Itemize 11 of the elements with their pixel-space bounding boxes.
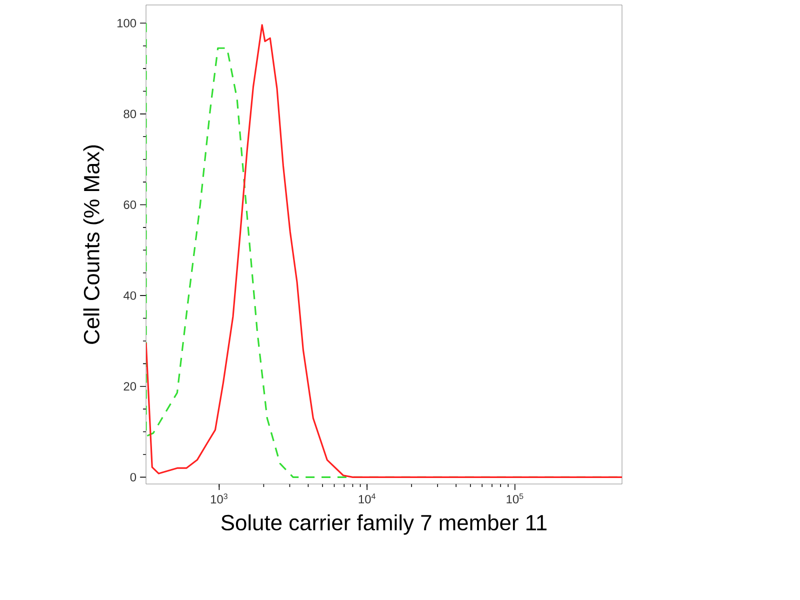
y-tick-label: 0: [130, 472, 136, 482]
x-tick-label: 10$^{3}$: [210, 493, 228, 504]
y-tick-label: 100: [117, 18, 136, 28]
x-tick-label: 10$^{4}$: [358, 493, 376, 504]
y-tick-label: 40: [124, 291, 136, 300]
y-tick-label: 20: [124, 382, 136, 391]
y-axis-title: Cell Counts (% Max): [83, 145, 104, 344]
y-tick-label: 60: [124, 200, 136, 209]
y-tick-label: 80: [124, 110, 136, 118]
x-axis-title: Solute carrier family 7 member 11: [221, 514, 547, 535]
x-tick-label: 10$^{5}$: [506, 493, 524, 504]
